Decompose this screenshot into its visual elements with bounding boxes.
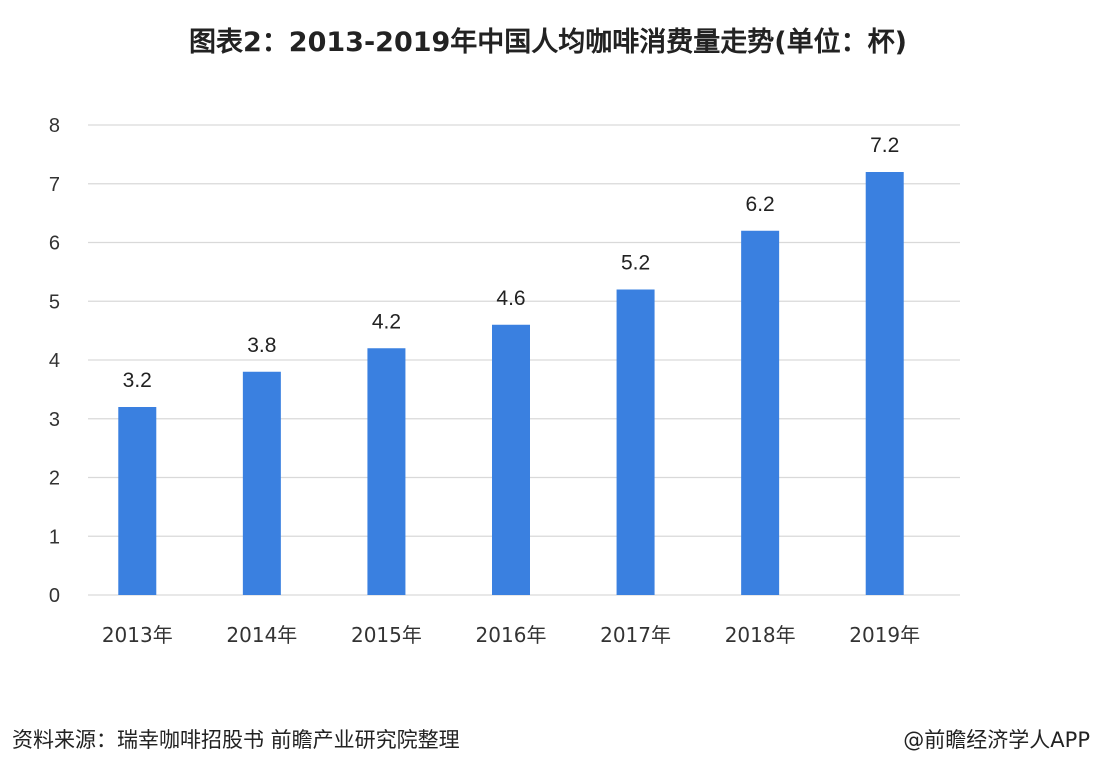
x-tick-label: 2019年 [849, 623, 920, 647]
x-tick-label: 2013年 [102, 623, 173, 647]
x-tick-label: 2016年 [476, 623, 547, 647]
y-tick-label: 7 [49, 174, 60, 196]
data-label: 4.6 [496, 287, 525, 310]
chart-title: 图表2：2013-2019年中国人均咖啡消费量走势(单位：杯) [189, 27, 907, 58]
bar [865, 172, 904, 595]
x-tick-label: 2017年 [600, 623, 671, 647]
y-tick-label: 1 [49, 526, 60, 548]
data-label: 5.2 [621, 252, 650, 275]
source-note: 资料来源：瑞幸咖啡招股书 前瞻产业研究院整理 [12, 728, 460, 752]
x-tick-label: 2015年 [351, 623, 422, 647]
data-label: 6.2 [746, 193, 775, 216]
bar [242, 371, 281, 595]
y-tick-label: 4 [49, 350, 60, 372]
bar [492, 324, 530, 595]
y-tick-label: 8 [49, 115, 60, 137]
bar [367, 348, 406, 595]
data-label: 3.8 [247, 334, 276, 357]
data-label: 3.2 [123, 369, 152, 392]
bar [741, 230, 780, 595]
y-tick-label: 0 [49, 585, 60, 607]
y-tick-label: 2 [49, 468, 60, 490]
x-tick-label: 2014年 [226, 623, 297, 647]
y-tick-label: 5 [49, 291, 60, 313]
bar [616, 289, 655, 595]
x-tick-label: 2018年 [725, 623, 796, 647]
y-tick-label: 6 [49, 233, 60, 255]
data-label: 4.2 [372, 310, 401, 333]
bar-chart: 0 1 2 3 4 5 6 7 8 3.2 2013年 3.8 2014年 4.2 2015年 4.6 2016… [49, 115, 960, 647]
credit-note: @前瞻经济学人APP [903, 728, 1090, 752]
y-tick-label: 3 [49, 409, 60, 431]
data-label: 7.2 [870, 134, 899, 157]
bar [118, 407, 157, 595]
